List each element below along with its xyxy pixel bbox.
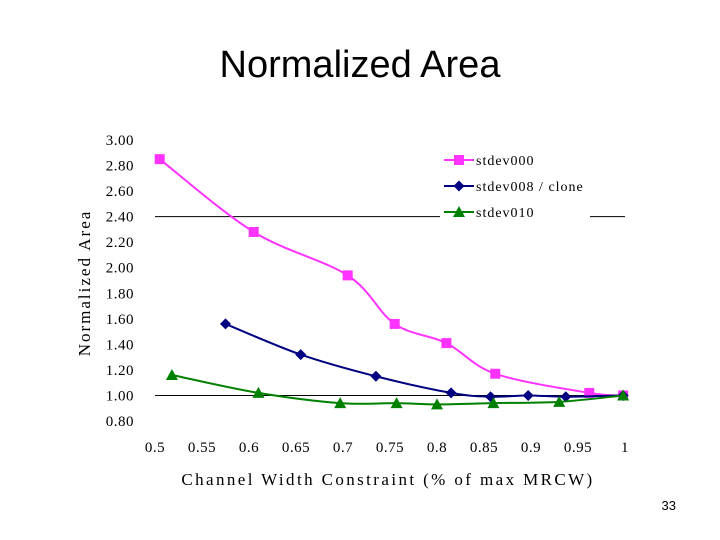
- data-point: [342, 270, 353, 281]
- legend-marker: [453, 180, 465, 192]
- data-point: [154, 154, 165, 165]
- data-point: [165, 369, 178, 381]
- y-tick-label: 2.60: [106, 184, 134, 200]
- legend-label: stdev000: [476, 154, 535, 169]
- x-tick-label: 0.55: [188, 440, 216, 456]
- data-point: [389, 318, 400, 329]
- data-point: [334, 397, 347, 409]
- x-tick-label: 0.95: [564, 440, 592, 456]
- series-2: [165, 369, 630, 410]
- series-group: [154, 154, 630, 410]
- slide-title: Normalized Area: [219, 44, 501, 86]
- data-point: [522, 389, 534, 401]
- x-tick-label: 0.9: [521, 440, 541, 456]
- data-point: [252, 386, 265, 398]
- x-tick-label: 1: [621, 440, 629, 456]
- data-point: [617, 389, 630, 401]
- data-point: [490, 368, 501, 379]
- y-tick-label: 1.40: [106, 337, 134, 353]
- y-axis-ticks: 0.80 1.00 1.20 1.40 1.60 1.80 2.00 2.20 2.40 2.60…: [106, 133, 134, 430]
- legend: stdev000 stdev008 / clone stdev010: [440, 146, 590, 226]
- data-point: [584, 387, 595, 398]
- data-point: [390, 397, 403, 409]
- y-tick-label: 1.60: [106, 312, 134, 328]
- data-point: [370, 370, 382, 382]
- x-tick-label: 0.8: [427, 440, 447, 456]
- y-axis-label: Normalized Area: [75, 210, 94, 357]
- x-axis-ticks: 0.5 0.55 0.6 0.65 0.7 0.75 0.8 0.85 0.9 0.95 1: [145, 440, 629, 456]
- y-tick-label: 2.00: [106, 261, 134, 277]
- x-axis-label: Channel Width Constraint (% of max MRCW): [181, 470, 594, 489]
- y-tick-label: 1.80: [106, 286, 134, 302]
- data-point: [445, 387, 457, 399]
- x-tick-label: 0.85: [470, 440, 498, 456]
- y-tick-label: 0.80: [106, 414, 134, 430]
- x-tick-label: 0.75: [376, 440, 404, 456]
- x-tick-label: 0.7: [333, 440, 353, 456]
- gridlines: [155, 216, 625, 396]
- y-tick-label: 3.00: [106, 133, 134, 149]
- legend-label: stdev010: [476, 206, 535, 221]
- x-tick-label: 0.65: [282, 440, 310, 456]
- data-point: [220, 318, 231, 330]
- data-point: [553, 395, 566, 407]
- y-tick-label: 1.00: [106, 388, 134, 404]
- y-tick-label: 2.40: [106, 210, 134, 226]
- data-point: [487, 397, 500, 409]
- page-number: 33: [661, 498, 676, 513]
- legend-marker: [453, 206, 465, 217]
- data-point: [560, 391, 572, 403]
- legend-marker: [454, 155, 464, 165]
- y-tick-label: 2.80: [106, 159, 134, 175]
- x-tick-label: 0.5: [145, 440, 165, 456]
- data-point: [431, 398, 443, 410]
- x-tick-label: 0.6: [239, 440, 259, 456]
- data-point: [295, 349, 307, 361]
- legend-label: stdev008 / clone: [476, 180, 584, 195]
- data-point: [441, 338, 452, 349]
- y-tick-label: 2.20: [106, 235, 134, 251]
- y-tick-label: 1.20: [106, 363, 134, 379]
- data-point: [248, 226, 259, 237]
